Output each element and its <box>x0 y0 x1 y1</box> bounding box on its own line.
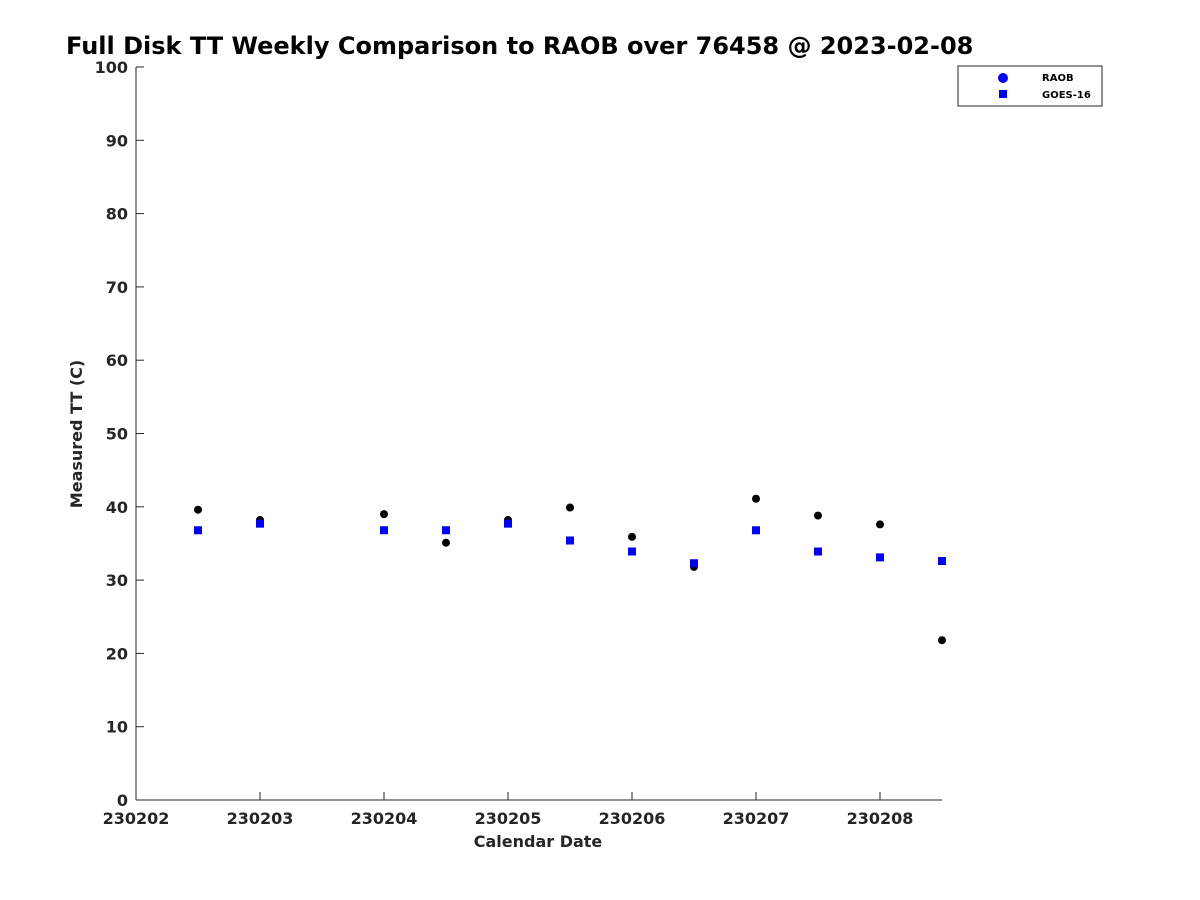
x-tick-label: 230204 <box>351 809 418 828</box>
y-tick-label: 80 <box>106 205 128 224</box>
legend-label-goes16: GOES-16 <box>1042 90 1091 101</box>
goes16-point <box>752 526 760 535</box>
goes16-point <box>876 553 884 562</box>
raob-point <box>566 503 574 512</box>
goes16-point <box>442 526 450 535</box>
legend: RAOB GOES-16 <box>957 65 1103 107</box>
legend-box <box>957 65 1103 107</box>
y-tick-label: 30 <box>106 571 128 590</box>
goes16-point <box>256 519 264 528</box>
y-tick-label: 10 <box>106 718 128 737</box>
x-tick-label: 230205 <box>475 809 542 828</box>
plot-axes <box>135 67 942 801</box>
series-goes16-points <box>194 519 946 568</box>
chart-title: Full Disk TT Weekly Comparison to RAOB o… <box>66 32 973 60</box>
goes16-point <box>504 519 512 528</box>
x-tick-label: 230202 <box>103 809 170 828</box>
x-axis-label: Calendar Date <box>474 832 603 851</box>
y-tick-label: 70 <box>106 278 128 297</box>
raob-point <box>442 538 450 547</box>
goes16-point <box>690 559 698 568</box>
raob-point <box>628 532 636 541</box>
legend-marker-raob <box>998 73 1008 83</box>
x-tick-label: 230203 <box>227 809 294 828</box>
goes16-point <box>194 526 202 535</box>
raob-point <box>752 494 760 503</box>
y-tick-label: 50 <box>106 425 128 444</box>
legend-marker-goes16 <box>999 90 1007 98</box>
legend-label-raob: RAOB <box>1042 73 1074 84</box>
raob-point <box>380 510 388 519</box>
series-raob-points <box>194 494 946 645</box>
y-tick-label: 0 <box>117 791 128 810</box>
x-tick-label: 230207 <box>723 809 790 828</box>
goes16-point <box>566 536 574 545</box>
raob-point <box>814 511 822 520</box>
goes16-point <box>814 547 822 556</box>
x-tick-label: 230208 <box>847 809 914 828</box>
y-tick-label: 20 <box>106 644 128 663</box>
y-tick-label: 100 <box>95 58 128 77</box>
goes16-point <box>380 526 388 535</box>
x-tick-label: 230206 <box>599 809 666 828</box>
y-tick-label: 60 <box>106 351 128 370</box>
y-ticks: 0 10 20 30 40 50 60 70 80 90 100 <box>95 58 144 810</box>
raob-point <box>876 520 884 529</box>
goes16-point <box>938 557 946 566</box>
goes16-point <box>628 547 636 556</box>
y-tick-label: 90 <box>106 131 128 150</box>
raob-point <box>938 636 946 645</box>
y-tick-label: 40 <box>106 498 128 517</box>
raob-point <box>194 505 202 514</box>
x-ticks: 230202 230203 230204 230205 230206 230207 2302… <box>103 792 914 828</box>
y-axis-label: Measured TT (C) <box>67 360 86 508</box>
